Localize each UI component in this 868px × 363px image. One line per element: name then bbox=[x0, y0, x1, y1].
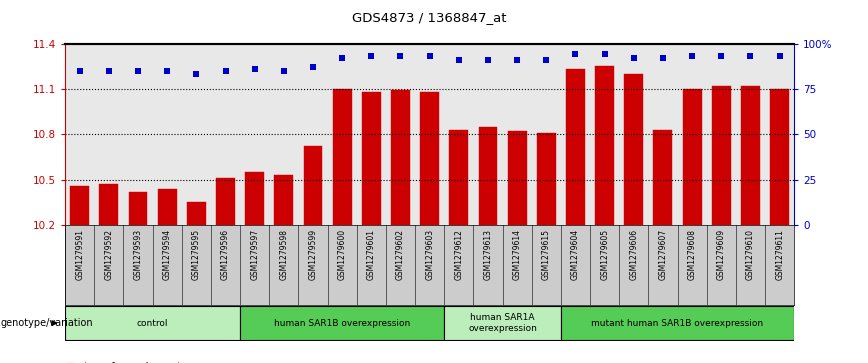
Bar bbox=[536, 133, 556, 225]
Point bbox=[73, 68, 87, 74]
Text: human SAR1A
overexpression: human SAR1A overexpression bbox=[468, 313, 537, 333]
FancyBboxPatch shape bbox=[65, 306, 240, 340]
FancyBboxPatch shape bbox=[444, 306, 561, 340]
Point bbox=[452, 57, 466, 63]
Bar bbox=[741, 86, 760, 225]
Point bbox=[714, 53, 728, 59]
Text: GSM1279603: GSM1279603 bbox=[425, 229, 434, 280]
Text: GSM1279615: GSM1279615 bbox=[542, 229, 551, 280]
Point bbox=[685, 53, 699, 59]
Text: GSM1279593: GSM1279593 bbox=[134, 229, 142, 280]
Text: GSM1279614: GSM1279614 bbox=[513, 229, 522, 280]
Bar bbox=[245, 172, 264, 225]
Text: GSM1279613: GSM1279613 bbox=[483, 229, 492, 280]
Bar bbox=[712, 86, 731, 225]
Bar bbox=[682, 89, 701, 225]
Point bbox=[539, 57, 553, 63]
Point bbox=[335, 55, 349, 61]
Text: GSM1279592: GSM1279592 bbox=[104, 229, 114, 280]
Point bbox=[423, 53, 437, 59]
Bar bbox=[595, 66, 615, 225]
Text: mutant human SAR1B overexpression: mutant human SAR1B overexpression bbox=[591, 319, 764, 327]
Bar bbox=[362, 92, 381, 225]
Bar bbox=[420, 92, 439, 225]
Bar bbox=[624, 74, 643, 225]
Point bbox=[219, 68, 233, 74]
Text: GSM1279609: GSM1279609 bbox=[717, 229, 726, 280]
Bar bbox=[70, 186, 89, 225]
Text: GSM1279601: GSM1279601 bbox=[367, 229, 376, 280]
Text: GSM1279598: GSM1279598 bbox=[279, 229, 288, 280]
Point bbox=[131, 68, 145, 74]
Point bbox=[773, 53, 786, 59]
Bar bbox=[99, 184, 118, 225]
Point bbox=[481, 57, 495, 63]
Bar bbox=[158, 189, 177, 225]
Point bbox=[306, 64, 320, 70]
Text: ■: ■ bbox=[65, 362, 79, 363]
Bar bbox=[770, 89, 789, 225]
Text: GSM1279605: GSM1279605 bbox=[600, 229, 609, 280]
Point bbox=[627, 55, 641, 61]
Text: genotype/variation: genotype/variation bbox=[1, 318, 94, 328]
Point bbox=[744, 53, 758, 59]
Bar bbox=[187, 202, 206, 225]
Point bbox=[393, 53, 407, 59]
Text: GSM1279607: GSM1279607 bbox=[659, 229, 667, 280]
Text: GSM1279597: GSM1279597 bbox=[250, 229, 260, 280]
Bar bbox=[391, 90, 410, 225]
Text: control: control bbox=[137, 319, 168, 327]
Bar bbox=[478, 127, 497, 225]
Bar bbox=[332, 89, 352, 225]
FancyBboxPatch shape bbox=[561, 306, 794, 340]
Point bbox=[569, 52, 582, 57]
Point bbox=[510, 57, 524, 63]
Text: GSM1279594: GSM1279594 bbox=[162, 229, 172, 280]
Bar bbox=[450, 130, 469, 225]
FancyBboxPatch shape bbox=[240, 306, 444, 340]
Text: GSM1279612: GSM1279612 bbox=[454, 229, 464, 280]
Point bbox=[161, 68, 174, 74]
Point bbox=[277, 68, 291, 74]
Bar bbox=[566, 69, 585, 225]
Text: GSM1279600: GSM1279600 bbox=[338, 229, 346, 280]
Point bbox=[365, 53, 378, 59]
Text: GSM1279599: GSM1279599 bbox=[308, 229, 318, 280]
Text: GSM1279604: GSM1279604 bbox=[571, 229, 580, 280]
Point bbox=[189, 72, 203, 77]
Bar bbox=[304, 146, 323, 225]
Text: GSM1279596: GSM1279596 bbox=[221, 229, 230, 280]
Text: GSM1279608: GSM1279608 bbox=[687, 229, 697, 280]
Text: GSM1279606: GSM1279606 bbox=[629, 229, 638, 280]
Point bbox=[102, 68, 115, 74]
Bar bbox=[654, 130, 673, 225]
Text: human SAR1B overexpression: human SAR1B overexpression bbox=[274, 319, 411, 327]
Point bbox=[656, 55, 670, 61]
Text: GSM1279591: GSM1279591 bbox=[76, 229, 84, 280]
Point bbox=[247, 66, 261, 72]
Bar bbox=[508, 131, 527, 225]
Text: GDS4873 / 1368847_at: GDS4873 / 1368847_at bbox=[352, 11, 507, 24]
Text: GSM1279595: GSM1279595 bbox=[192, 229, 201, 280]
Point bbox=[598, 52, 612, 57]
Text: transformed count: transformed count bbox=[84, 362, 181, 363]
Bar bbox=[274, 175, 293, 225]
Text: GSM1279602: GSM1279602 bbox=[396, 229, 405, 280]
Bar bbox=[216, 178, 235, 225]
Bar bbox=[128, 192, 148, 225]
Text: GSM1279610: GSM1279610 bbox=[746, 229, 755, 280]
Text: GSM1279611: GSM1279611 bbox=[775, 229, 784, 280]
